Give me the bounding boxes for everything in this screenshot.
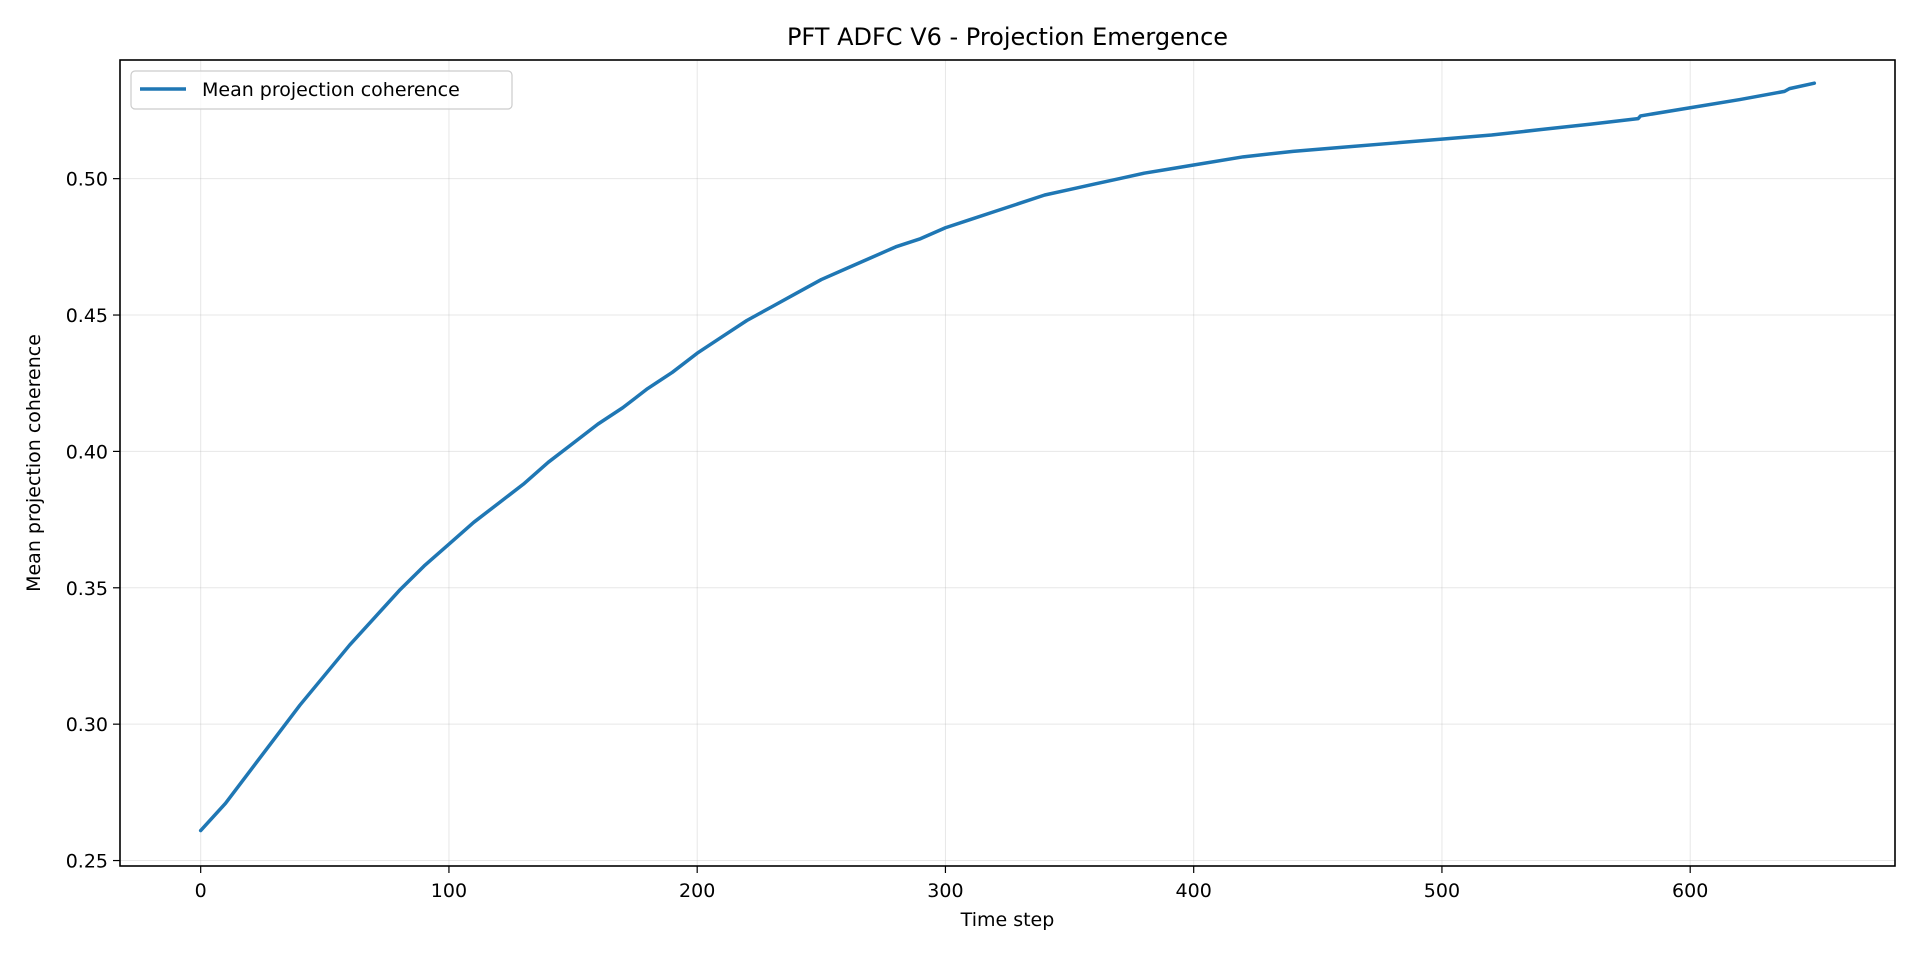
x-tick-label: 300	[927, 880, 963, 902]
chart-title: PFT ADFC V6 - Projection Emergence	[787, 23, 1228, 51]
plot-area-frame	[119, 59, 1896, 867]
x-tick-label: 100	[431, 880, 467, 902]
x-tick-label: 400	[1176, 880, 1212, 902]
legend-box	[130, 70, 513, 110]
grid	[120, 60, 1895, 866]
x-tick-label: 0	[195, 880, 207, 902]
x-axis-label: Time step	[960, 909, 1055, 931]
x-tick-label: 500	[1424, 880, 1460, 902]
y-tick-label: 0.25	[66, 851, 108, 873]
y-tick-label: 0.50	[66, 169, 108, 191]
y-tick-label: 0.35	[66, 578, 108, 600]
x-tick-label: 600	[1672, 880, 1708, 902]
legend: Mean projection coherence	[130, 70, 513, 110]
x-axis-ticks: 0 100 200 300 400 500 600	[195, 866, 1708, 902]
series-line	[198, 81, 1817, 833]
legend-entry-label: Mean projection coherence	[202, 79, 460, 101]
series-layer	[198, 81, 1817, 833]
x-tick-label: 200	[679, 880, 715, 902]
y-tick-label: 0.45	[66, 305, 108, 327]
y-tick-label: 0.30	[66, 714, 108, 736]
y-tick-label: 0.40	[66, 441, 108, 463]
y-axis-ticks: 0.25 0.30 0.35 0.40 0.45 0.50	[66, 169, 120, 873]
y-axis-label: Mean projection coherence	[23, 334, 45, 592]
